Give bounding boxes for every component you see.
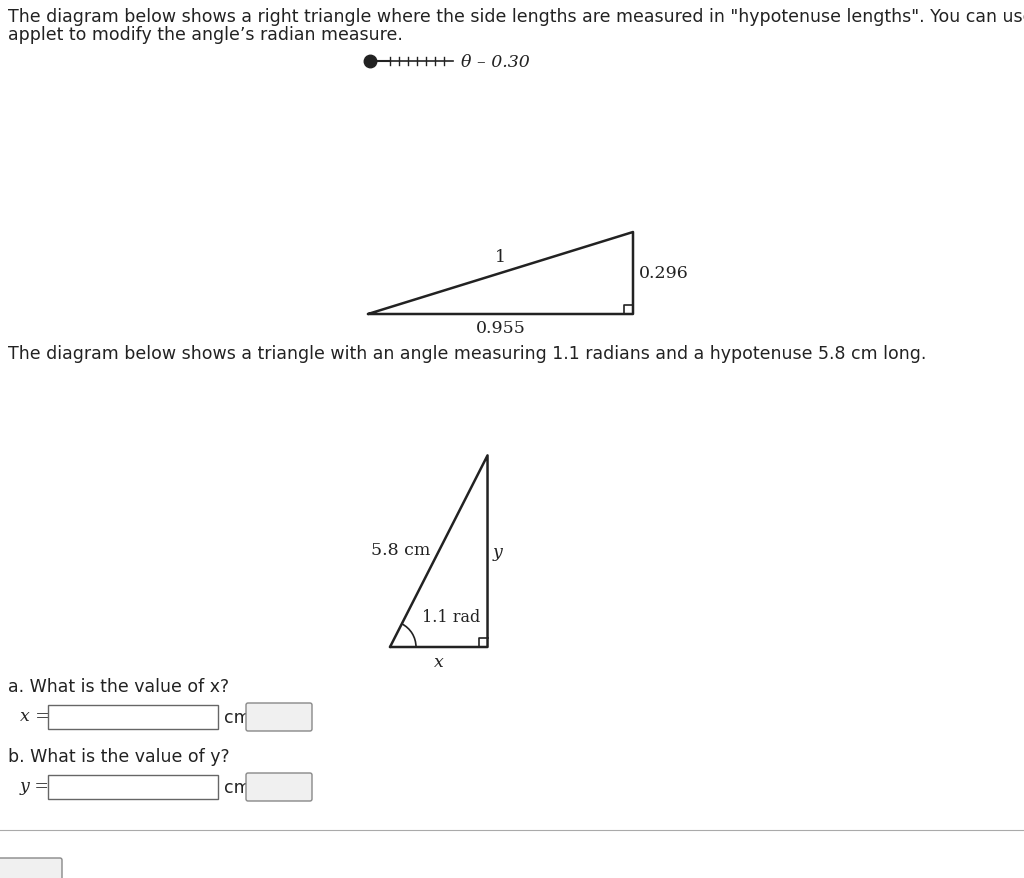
Text: b. What is the value of y?: b. What is the value of y?	[8, 747, 229, 765]
Text: cm: cm	[224, 778, 251, 796]
Text: The diagram below shows a triangle with an angle measuring 1.1 radians and a hyp: The diagram below shows a triangle with …	[8, 344, 927, 363]
Text: cm: cm	[224, 709, 251, 726]
Text: 1.1 rad: 1.1 rad	[422, 608, 480, 625]
Text: x: x	[434, 653, 443, 670]
Text: Preview: Preview	[248, 709, 310, 724]
FancyBboxPatch shape	[48, 705, 218, 729]
FancyBboxPatch shape	[246, 703, 312, 731]
Text: 0.955: 0.955	[475, 320, 525, 336]
Text: Preview: Preview	[248, 780, 310, 795]
Text: 0.296: 0.296	[639, 265, 689, 282]
Text: a. What is the value of x?: a. What is the value of x?	[8, 677, 229, 695]
Text: y =: y =	[20, 777, 50, 794]
Text: θ – 0.30: θ – 0.30	[461, 54, 529, 70]
Text: x =: x =	[20, 707, 50, 724]
Text: 5.8 cm: 5.8 cm	[372, 541, 431, 558]
FancyBboxPatch shape	[246, 774, 312, 801]
FancyBboxPatch shape	[0, 858, 62, 878]
Text: 1: 1	[495, 248, 506, 266]
Text: The diagram below shows a right triangle where the side lengths are measured in : The diagram below shows a right triangle…	[8, 8, 1024, 26]
Text: y: y	[493, 543, 503, 560]
FancyBboxPatch shape	[48, 775, 218, 799]
Text: applet to modify the angle’s radian measure.: applet to modify the angle’s radian meas…	[8, 26, 402, 44]
